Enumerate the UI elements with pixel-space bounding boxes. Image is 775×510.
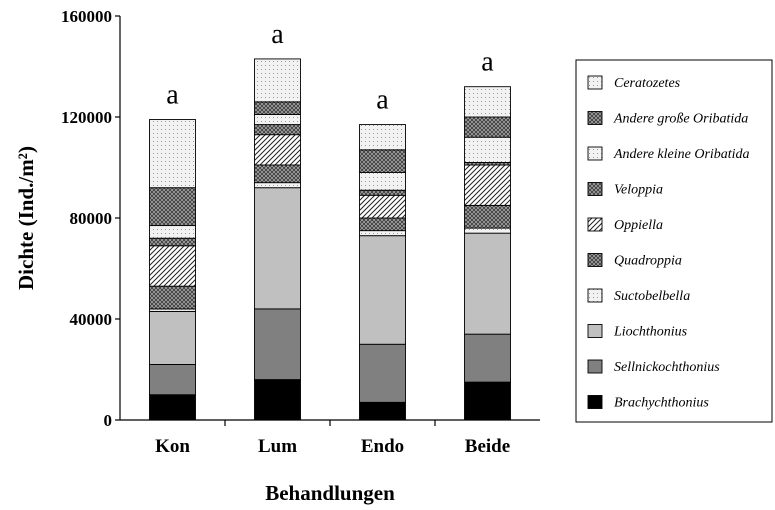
legend: Ceratozetes Andere große Oribatida Andere … <box>575 59 773 423</box>
bar-segment <box>254 134 301 166</box>
bar-segment <box>359 235 406 345</box>
bars <box>149 58 511 421</box>
legend-swatch <box>587 217 603 232</box>
bar-segment <box>149 187 196 227</box>
significance-letter: a <box>481 47 494 78</box>
bar-segment <box>359 189 406 196</box>
legend-swatch <box>587 395 603 409</box>
significance-letter: a <box>166 80 179 111</box>
bar-segment <box>464 136 511 163</box>
legend-swatch <box>587 359 603 374</box>
legend-swatch <box>587 182 603 196</box>
category-label: Lum <box>258 436 297 457</box>
y-ticks: 0 40000 80000 120000 160000 <box>61 7 120 430</box>
x-ticks: Kon Lum Endo Beide <box>155 420 510 457</box>
bar-segment <box>149 285 196 310</box>
legend-label: Quadroppia <box>614 254 682 269</box>
y-tick-label: 0 <box>104 411 113 430</box>
legend-label: Veloppia <box>614 183 663 198</box>
bar-segment <box>464 164 511 206</box>
significance-letter: a <box>271 19 284 50</box>
category-label: Beide <box>465 436 510 457</box>
bar-segment <box>464 333 511 383</box>
bar-segment <box>149 394 196 421</box>
bar-segment <box>149 119 196 189</box>
bar-segment <box>254 182 301 189</box>
legend-swatch <box>587 75 603 90</box>
legend-swatch <box>587 253 603 267</box>
significance-letter: a <box>376 85 389 116</box>
bar-segment <box>464 116 511 138</box>
legend-frame <box>575 59 773 423</box>
y-tick-label: 160000 <box>61 7 112 26</box>
y-tick-label: 80000 <box>70 209 113 228</box>
legend-swatch <box>587 324 603 338</box>
bar-segment <box>149 364 196 396</box>
significance-letters: a a a a <box>166 19 494 116</box>
bar-segment <box>359 124 406 151</box>
legend-label: Suctobelbella <box>614 289 690 304</box>
legend-label: Oppiella <box>614 218 663 233</box>
legend-label: Ceratozetes <box>614 76 681 91</box>
bar-segment <box>254 308 301 381</box>
bar-segment <box>464 232 511 335</box>
legend-label: Andere kleine Oribatida <box>613 147 750 162</box>
bar-segment <box>464 227 511 234</box>
legend-label: Andere große Oribatida <box>613 112 748 127</box>
bar-segment <box>359 194 406 219</box>
x-axis-title: Behandlungen <box>265 481 395 505</box>
bar-segment <box>254 164 301 184</box>
bar-segment <box>254 379 301 421</box>
bar-segment <box>359 172 406 191</box>
category-label: Kon <box>155 436 190 457</box>
legend-items: Ceratozetes Andere große Oribatida Andere … <box>587 75 750 411</box>
bar-segment <box>359 343 406 403</box>
legend-label: Sellnickochthonius <box>614 360 720 375</box>
category-label: Endo <box>361 436 404 457</box>
bar-segment <box>254 187 301 310</box>
bar-segment <box>149 245 196 287</box>
bar-segment <box>464 86 511 118</box>
bar-segment <box>359 149 406 173</box>
bar-segment <box>254 58 301 103</box>
legend-label: Brachychthonius <box>614 396 709 411</box>
legend-swatch <box>587 111 603 125</box>
bar-segment <box>254 101 301 115</box>
bar-segment <box>359 401 406 421</box>
bar-segment <box>149 225 196 239</box>
bar-segment <box>359 217 406 232</box>
legend-swatch <box>587 146 603 161</box>
y-axis-title: Dichte (Ind./m²) <box>14 146 38 290</box>
bar-segment <box>254 124 301 136</box>
y-tick-label: 40000 <box>70 310 113 329</box>
bar-segment <box>254 114 301 126</box>
legend-label: Liochthonius <box>613 325 688 340</box>
y-tick-label: 120000 <box>61 108 112 127</box>
bar-segment <box>359 230 406 237</box>
bar-segment <box>149 237 196 247</box>
bar-segment <box>149 310 196 365</box>
legend-swatch <box>587 288 603 303</box>
bar-segment <box>464 381 511 421</box>
bar-segment <box>464 204 511 229</box>
